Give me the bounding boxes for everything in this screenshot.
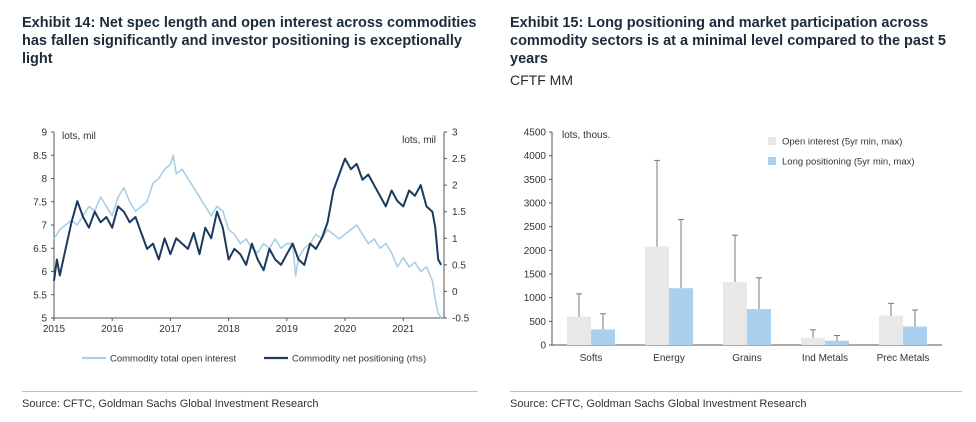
bar-1: [567, 316, 591, 345]
category-label: Softs: [580, 353, 603, 364]
left-tick-label: 7: [41, 221, 47, 232]
x-tick-label: 2016: [101, 324, 124, 335]
y-tick-label: 3500: [524, 175, 547, 186]
legend-swatch-2: [768, 157, 776, 165]
legend-swatch-1: [768, 137, 776, 145]
left-tick-label: 6: [41, 267, 47, 278]
left-tick-label: 5: [41, 314, 47, 325]
left-tick-label: 8.5: [33, 151, 47, 162]
bar-1: [801, 337, 825, 345]
bar-1: [723, 282, 747, 345]
y-tick-label: 2000: [524, 246, 547, 257]
right-tick-label: 1.5: [452, 207, 466, 218]
series-line-1: [53, 154, 442, 319]
y-tick-label: 4500: [524, 128, 547, 139]
right-tick-label: 0.5: [452, 260, 466, 271]
left-tick-label: 7.5: [33, 197, 47, 208]
y-tick-label: 500: [529, 317, 546, 328]
exhibit-14-source: Source: CFTC, Goldman Sachs Global Inves…: [22, 398, 319, 410]
x-tick-label: 2017: [159, 324, 182, 335]
legend-label-2: Long positioning (5yr min, max): [782, 157, 915, 168]
y-tick-label: 1000: [524, 293, 547, 304]
x-tick-label: 2020: [334, 324, 357, 335]
bar-1: [645, 246, 669, 345]
y-tick-label: 4000: [524, 151, 547, 162]
category-label: Ind Metals: [802, 353, 848, 364]
right-tick-label: 2: [452, 181, 458, 192]
exhibit-15-source: Source: CFTC, Goldman Sachs Global Inves…: [510, 398, 807, 410]
x-tick-label: 2015: [43, 324, 66, 335]
y-tick-label: 3000: [524, 199, 547, 210]
x-tick-label: 2021: [392, 324, 415, 335]
right-tick-label: 1: [452, 234, 458, 245]
category-label: Prec Metals: [877, 353, 930, 364]
right-tick-label: 0: [452, 287, 458, 298]
y-tick-label: 2500: [524, 222, 547, 233]
exhibit-15-divider: [510, 391, 962, 392]
bar-2: [669, 288, 693, 345]
exhibit-14-divider: [22, 391, 478, 392]
bar-2: [747, 309, 771, 345]
category-label: Energy: [653, 353, 685, 364]
exhibit-15-subtitle: CFTF MM: [510, 72, 573, 88]
legend-label-2: Commodity net positioning (rhs): [292, 354, 426, 365]
exhibit-15-chart: 4500 4000 3500 3000 2500 2000 1500 1000 500 0 lots…: [524, 128, 942, 364]
bar-2: [825, 340, 849, 345]
exhibit-14-panel: Exhibit 14: Net spec length and open int…: [0, 0, 486, 422]
exhibit-15-panel: Exhibit 15: Long positioning and market …: [490, 0, 976, 422]
left-axis-label: lots, mil: [62, 131, 96, 142]
bar-1: [879, 315, 903, 345]
y-tick-label: 1500: [524, 270, 547, 281]
bar-2: [591, 329, 615, 345]
right-axis-label: lots, mil: [402, 135, 436, 146]
y-axis-label: lots, thous.: [562, 130, 610, 141]
right-tick-label: 2.5: [452, 154, 466, 165]
x-tick-label: 2018: [218, 324, 241, 335]
left-tick-label: 8: [41, 174, 47, 185]
exhibit-14-chart: 9 8.5 8 7.5 7 6.5 6 5.5 5 3 2.5 2 1.5 1 0.5 0 -0.5 2015 20…: [33, 128, 470, 365]
right-tick-label: -0.5: [452, 314, 470, 325]
right-tick-label: 3: [452, 128, 458, 139]
left-tick-label: 5.5: [33, 290, 47, 301]
left-tick-label: 9: [41, 128, 47, 139]
legend-label-1: Commodity total open interest: [110, 354, 237, 365]
series-line-2: [53, 157, 442, 281]
category-label: Grains: [732, 353, 761, 364]
x-tick-label: 2019: [276, 324, 299, 335]
bar-2: [903, 326, 927, 345]
y-tick-label: 0: [540, 341, 546, 352]
exhibit-15-title: Exhibit 15: Long positioning and market …: [510, 15, 946, 67]
exhibit-14-title: Exhibit 14: Net spec length and open int…: [22, 15, 477, 67]
legend-label-1: Open interest (5yr min, max): [782, 137, 902, 148]
left-tick-label: 6.5: [33, 244, 47, 255]
